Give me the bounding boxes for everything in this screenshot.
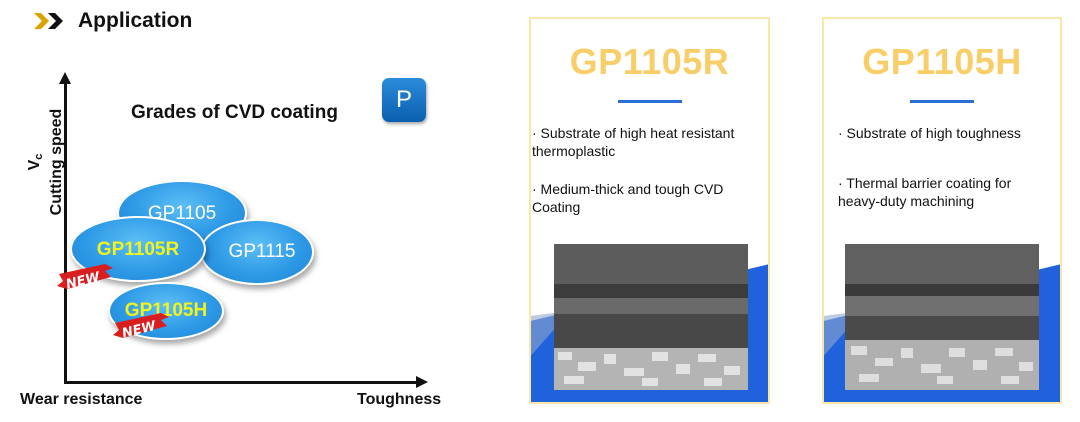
grade-card-gp1105h: GP1105H · Substrate of high toughness · … — [822, 17, 1062, 404]
grade-positioning-diagram: Vc Cutting speed Wear resistance Toughne… — [0, 0, 480, 422]
grade-bubble-gp1115: GP1115 — [200, 219, 314, 285]
diagram-title: Grades of CVD coating — [131, 102, 338, 123]
section-title: Application — [78, 9, 193, 32]
y-axis-label-text: Cutting speed — [48, 108, 65, 216]
x-axis-line — [64, 381, 420, 384]
card-divider — [617, 100, 682, 103]
card-bullet: · Medium-thick and tough CVD Coating — [532, 181, 724, 215]
section-header: Application — [34, 6, 192, 36]
iso-p-badge: P — [382, 78, 426, 122]
x-axis-arrow-icon — [416, 376, 428, 388]
x-axis-high-label: Toughness — [357, 391, 442, 408]
card-bullet: · Substrate of high toughness — [838, 125, 1021, 141]
y-axis-label: Vc Cutting speed — [26, 72, 66, 252]
double-chevron-icon — [34, 11, 66, 31]
card-bullet: · Substrate of high heat resistant therm… — [532, 125, 735, 159]
grade-card-gp1105r: GP1105R · Substrate of high heat resista… — [529, 17, 770, 404]
svg-text:NEW: NEW — [121, 319, 158, 341]
y-axis-line — [64, 80, 67, 384]
y-axis-symbol: Vc — [26, 153, 45, 171]
card-title: GP1105R — [569, 41, 730, 82]
y-axis-arrow-icon — [59, 72, 71, 84]
grade-bubble-gp1105h: GP1105H — [108, 282, 224, 340]
x-axis-low-label: Wear resistance — [20, 391, 143, 408]
coating-micrograph — [554, 244, 748, 390]
card-title: GP1105H — [862, 41, 1022, 82]
svg-text:NEW: NEW — [65, 270, 102, 292]
coating-micrograph — [845, 244, 1039, 390]
new-tag-icon: NEW — [113, 313, 169, 341]
new-tag-icon: NEW — [57, 264, 113, 292]
card-divider — [910, 100, 974, 103]
card-bullet: · Thermal barrier coating for heavy-duty… — [838, 175, 1012, 209]
